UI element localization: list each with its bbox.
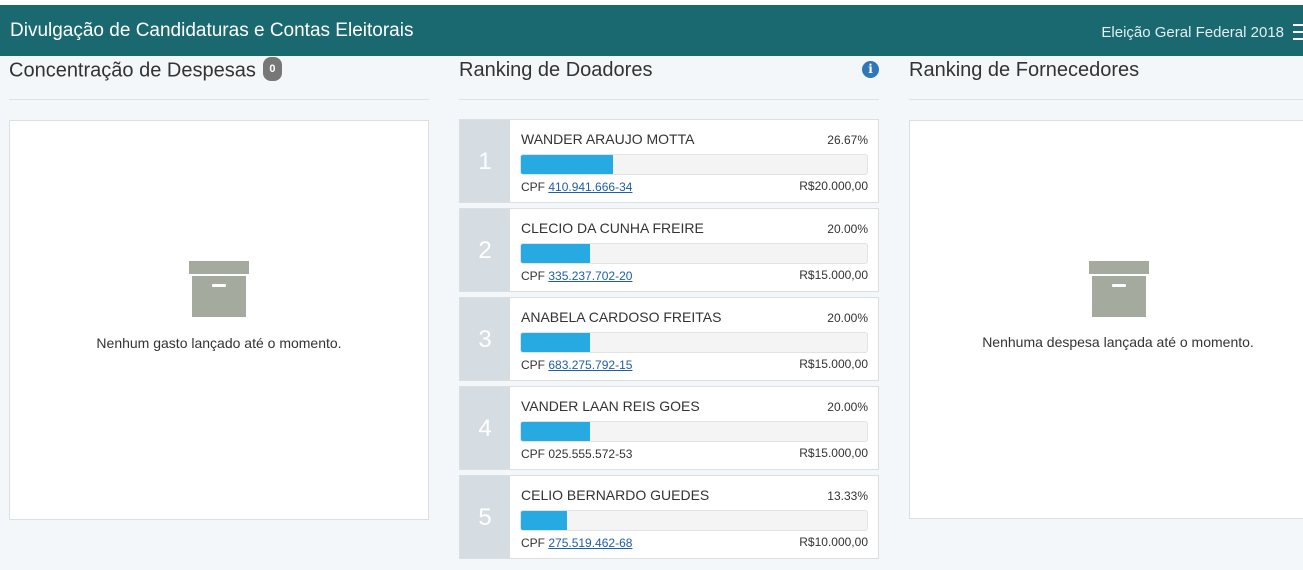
despesas-divider [9, 99, 429, 100]
donor-share-fill [521, 244, 590, 263]
donor-name: CELIO BERNARDO GUEDES [521, 487, 710, 503]
rank-number: 3 [460, 298, 510, 380]
cpf-link[interactable]: 410.941.666-34 [548, 180, 633, 194]
donor-row: 3 ANABELA CARDOSO FREITAS 20.00% CPF 683.27… [459, 297, 879, 381]
donor-amount: R$15.000,00 [799, 357, 868, 371]
rank-number: 5 [460, 476, 510, 558]
donor-share-fill [521, 511, 567, 530]
app-header: Divulgação de Candidaturas e Contas Elei… [0, 5, 1303, 56]
cpf-label: CPF [521, 269, 545, 283]
donor-share-bar [520, 243, 868, 264]
donor-amount: R$20.000,00 [799, 179, 868, 193]
donor-percent: 20.00% [827, 311, 868, 325]
donor-share-bar [520, 332, 868, 353]
donor-name: ANABELA CARDOSO FREITAS [521, 309, 722, 325]
donor-cpf: CPF 335.237.702-20 [521, 269, 632, 283]
app-title: Divulgação de Candidaturas e Contas Elei… [10, 20, 414, 41]
cpf-label: CPF [521, 536, 545, 550]
doadores-title: Ranking de Doadores [459, 59, 653, 81]
donor-share-fill [521, 422, 590, 441]
archive-box-icon [189, 261, 249, 317]
cpf-link[interactable]: 335.237.702-20 [548, 269, 633, 283]
donor-percent: 13.33% [827, 489, 868, 503]
donor-row: 5 CELIO BERNARDO GUEDES 13.33% CPF 275.519.… [459, 475, 879, 559]
rank-number: 2 [460, 209, 510, 291]
donor-share-fill [521, 155, 613, 174]
donor-cpf: CPF 275.519.462-68 [521, 536, 632, 550]
cpf-label: CPF [521, 358, 545, 372]
donor-share-bar [520, 421, 868, 442]
fornecedores-title: Ranking de Fornecedores [909, 59, 1140, 81]
donor-name: WANDER ARAUJO MOTTA [521, 131, 695, 147]
despesas-empty-text: Nenhum gasto lançado até o momento. [96, 335, 342, 351]
info-icon[interactable]: i [862, 61, 879, 78]
donor-row: 1 WANDER ARAUJO MOTTA 26.67% CPF 410.941.66… [459, 119, 879, 203]
archive-box-icon [1089, 261, 1149, 317]
donor-percent: 20.00% [827, 222, 868, 236]
fornecedores-empty-text: Nenhuma despesa lançada até o momento. [982, 334, 1254, 350]
donor-row: 2 CLECIO DA CUNHA FREIRE 20.00% CPF 335.237… [459, 208, 879, 292]
donor-amount: R$10.000,00 [799, 535, 868, 549]
donor-cpf: CPF 683.275.792-15 [521, 358, 632, 372]
donor-share-bar [520, 154, 868, 175]
donor-percent: 20.00% [827, 400, 868, 414]
fornecedores-divider [909, 99, 1303, 100]
donor-name: CLECIO DA CUNHA FREIRE [521, 220, 704, 236]
rank-number: 4 [460, 387, 510, 469]
fornecedores-panel: Nenhuma despesa lançada até o momento. [909, 120, 1303, 519]
cpf-link[interactable]: 275.519.462-68 [548, 536, 633, 550]
donor-name: VANDER LAAN REIS GOES [521, 398, 700, 414]
despesas-title-text: Concentração de Despesas [9, 59, 256, 82]
donor-amount: R$15.000,00 [799, 268, 868, 282]
donor-cpf: CPF 410.941.666-34 [521, 180, 632, 194]
hamburger-icon[interactable] [1293, 24, 1303, 40]
top-strip [0, 0, 1303, 5]
donor-percent: 26.67% [827, 133, 868, 147]
donor-amount: R$15.000,00 [799, 446, 868, 460]
doadores-divider [459, 99, 879, 100]
donor-share-bar [520, 510, 868, 531]
despesas-panel: Nenhum gasto lançado até o momento. [9, 120, 429, 520]
donor-share-fill [521, 333, 590, 352]
cpf-label: CPF [521, 180, 545, 194]
despesas-title: Concentração de Despesas 0 [9, 57, 282, 83]
cpf-value: 025.555.572-53 [548, 447, 633, 461]
donor-row: 4 VANDER LAAN REIS GOES 20.00% CPF 025.555.… [459, 386, 879, 470]
cpf-link[interactable]: 683.275.792-15 [548, 358, 633, 372]
cpf-label: CPF [521, 447, 545, 461]
despesas-count-badge: 0 [263, 57, 282, 81]
election-name[interactable]: Eleição Geral Federal 2018 [1101, 24, 1284, 41]
donor-cpf: CPF 025.555.572-53 [521, 447, 632, 461]
rank-number: 1 [460, 120, 510, 202]
